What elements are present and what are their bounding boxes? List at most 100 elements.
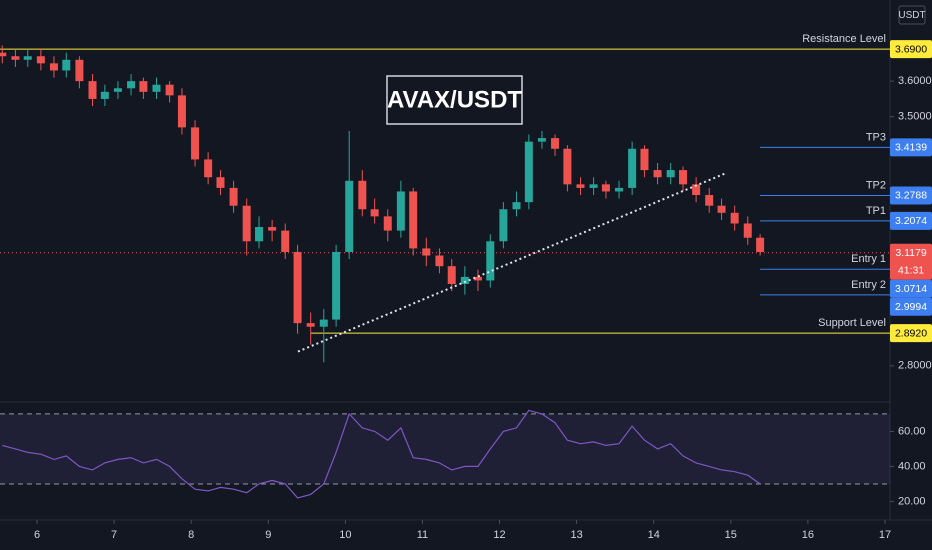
x-tick-label: 11	[417, 529, 428, 541]
level-name: TP2	[866, 179, 886, 191]
rsi-band-fill	[0, 413, 890, 484]
candle-body	[409, 191, 418, 249]
candle-body	[499, 209, 508, 242]
candle-body	[113, 88, 122, 92]
candle-body	[23, 56, 32, 60]
y-tick-label: 3.6000	[898, 75, 932, 87]
candle-body	[640, 148, 649, 171]
candle-body	[589, 184, 598, 188]
x-tick-label: 12	[493, 529, 505, 541]
candle-body	[679, 170, 688, 185]
level-name: Resistance Level	[802, 33, 886, 45]
chart-title: AVAX/USDT	[387, 86, 522, 113]
x-tick-label: 13	[571, 529, 583, 541]
candle-body	[177, 95, 186, 128]
candle-body	[281, 230, 290, 252]
candle-body	[191, 127, 200, 160]
title-box	[386, 75, 523, 125]
candle-body	[88, 81, 97, 99]
candle-body	[422, 248, 431, 256]
price-label: 3.1179	[895, 247, 926, 259]
y-tick-label: 3.5000	[898, 111, 932, 123]
candle-body	[216, 177, 225, 188]
price-label-bg	[890, 243, 932, 280]
rsi-line	[2, 409, 761, 499]
candle-body	[743, 223, 752, 238]
rsi-tick-label: 20.00	[898, 495, 926, 507]
rsi-tick-label: 40.00	[898, 460, 926, 472]
candle-body	[512, 202, 521, 210]
x-tick-label: 16	[802, 529, 814, 541]
candle-body	[576, 184, 585, 188]
price-label: 3.6900	[895, 43, 927, 55]
candle-body	[0, 52, 7, 57]
candle-body	[756, 237, 765, 252]
candle-body	[319, 319, 328, 327]
candle-body	[36, 56, 45, 64]
price-label: 3.2788	[895, 190, 927, 202]
currency-box	[898, 5, 926, 25]
level-name: TP1	[866, 205, 886, 217]
price-label-bg	[890, 324, 932, 343]
candle-body	[204, 159, 213, 178]
candle-body	[601, 184, 610, 192]
candle-body	[551, 138, 560, 149]
candle-body	[537, 138, 546, 142]
price-label-bg	[890, 40, 932, 59]
candle-body	[293, 251, 302, 324]
candle-body	[268, 227, 277, 231]
x-tick-label: 6	[34, 529, 40, 541]
candle-body	[332, 251, 341, 320]
currency: USDT	[898, 10, 925, 21]
x-tick-label: 17	[879, 529, 891, 541]
candle-body	[152, 84, 161, 92]
level-name: TP3	[866, 131, 886, 143]
candle-body	[100, 91, 109, 99]
rsi-tick-label: 60.00	[898, 425, 926, 437]
price-label-bg	[890, 279, 932, 298]
candle-body	[717, 205, 726, 213]
level-name: Support Level	[818, 317, 886, 329]
candle-body	[563, 148, 572, 185]
candle-body	[358, 180, 367, 210]
candle-body	[628, 148, 637, 188]
price-label-bg	[890, 297, 932, 316]
candle-body	[447, 266, 456, 284]
candle-body	[730, 212, 739, 224]
candle-body	[653, 170, 662, 178]
price-label: 3.4139	[895, 142, 927, 154]
candle-body	[524, 141, 533, 203]
price-label: 2.8920	[895, 327, 927, 339]
candle-body	[165, 84, 174, 96]
candle-body	[383, 216, 392, 231]
candle-body	[75, 59, 84, 82]
level-name: Entry 1	[851, 253, 886, 265]
trendline	[297, 172, 726, 353]
candle-body	[11, 56, 20, 60]
price-label: 3.2074	[895, 215, 927, 227]
candle-body	[705, 195, 714, 206]
candle-body	[435, 255, 444, 267]
price-label: 3.0714	[895, 283, 927, 295]
countdown: 41:31	[898, 264, 924, 276]
candle-body	[127, 81, 136, 89]
price-label-bg	[890, 211, 932, 230]
candle-body	[49, 63, 58, 71]
price-label: 2.9994	[895, 301, 927, 313]
x-tick-label: 8	[188, 529, 194, 541]
candle-body	[473, 276, 482, 281]
y-tick-label: 2.8000	[898, 360, 932, 372]
candle-body	[62, 59, 71, 71]
candle-body	[396, 191, 405, 231]
x-tick-label: 14	[648, 529, 660, 541]
candle-body	[345, 180, 354, 252]
candle-body	[460, 276, 469, 284]
candle-body	[486, 241, 495, 281]
candle-body	[692, 184, 701, 196]
candle-body	[615, 187, 624, 192]
candle-body	[139, 81, 148, 92]
candle-body	[370, 209, 379, 217]
x-tick-label: 9	[265, 529, 271, 541]
candle-body	[666, 170, 675, 178]
